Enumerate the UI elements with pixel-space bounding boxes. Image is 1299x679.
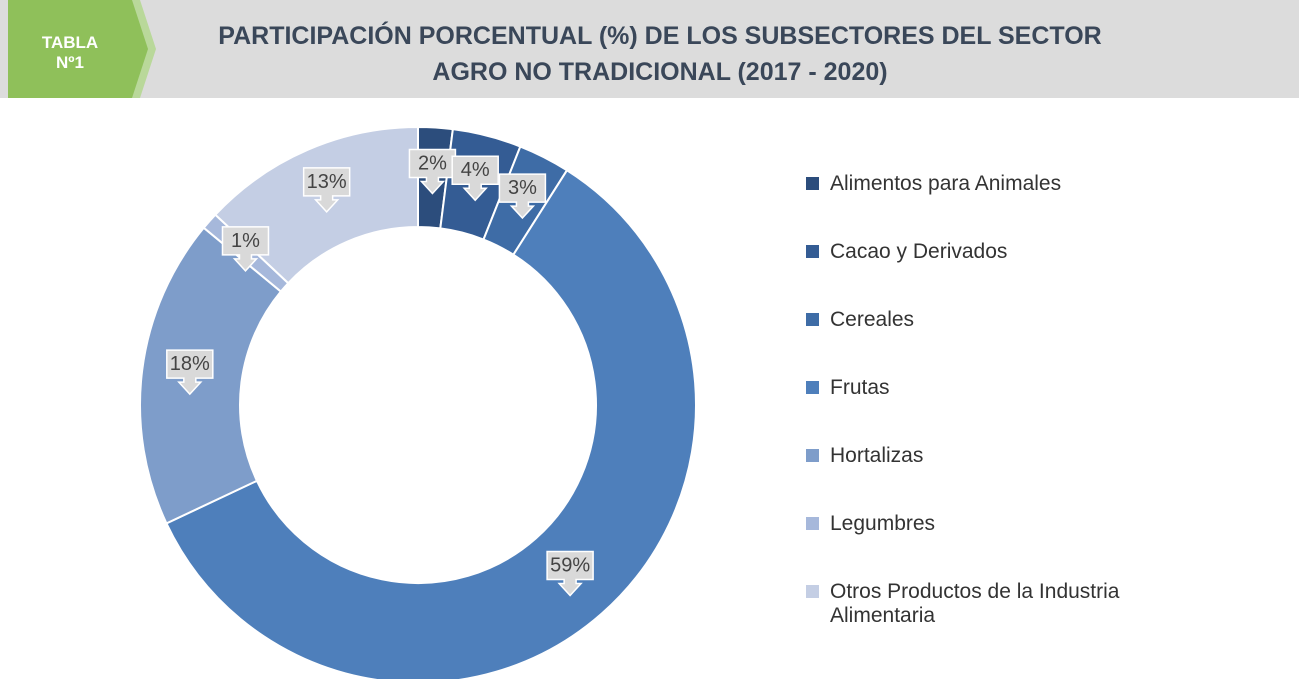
legend-item: Alimentos para Animales bbox=[806, 172, 1226, 196]
callout bbox=[221, 226, 270, 273]
legend-swatch bbox=[806, 313, 819, 326]
legend-item: Otros Productos de la Industria Alimenta… bbox=[806, 580, 1226, 628]
legend-label: Legumbres bbox=[830, 512, 936, 535]
legend-swatch bbox=[806, 245, 819, 258]
callout bbox=[451, 155, 499, 202]
legend-swatch bbox=[806, 381, 819, 394]
data-label: 13% bbox=[307, 171, 347, 193]
data-label: 18% bbox=[170, 353, 210, 375]
legend-label: Otros Productos de la Industria Alimenta… bbox=[830, 580, 1120, 627]
legend-swatch bbox=[806, 177, 819, 190]
legend-label: Alimentos para Animales bbox=[830, 172, 1062, 195]
chart-title: AGRO NO TRADICIONAL (2017 - 2020) bbox=[432, 58, 887, 86]
callout bbox=[302, 167, 351, 214]
legend-item: Legumbres bbox=[806, 512, 1226, 536]
legend-label: Hortalizas bbox=[830, 444, 924, 467]
header-band bbox=[0, 0, 1299, 98]
callout bbox=[498, 173, 547, 220]
legend-swatch bbox=[806, 449, 819, 462]
legend-item: Hortalizas bbox=[806, 444, 1226, 468]
callout bbox=[546, 550, 594, 597]
legend-swatch bbox=[806, 585, 819, 598]
data-label: 3% bbox=[508, 177, 537, 199]
legend-label: Cereales bbox=[830, 308, 915, 331]
tag-line: Nº1 bbox=[56, 53, 84, 72]
data-label: 2% bbox=[418, 152, 447, 174]
legend-item: Frutas bbox=[806, 376, 1226, 400]
data-label: 4% bbox=[461, 159, 490, 181]
legend-swatch bbox=[806, 517, 819, 530]
legend-item: Cacao y Derivados bbox=[806, 240, 1226, 264]
chart-title: PARTICIPACIÓN PORCENTUAL (%) DE LOS SUBS… bbox=[218, 20, 1101, 50]
data-label: 59% bbox=[550, 555, 590, 577]
tag bbox=[8, 0, 148, 98]
data-label: 1% bbox=[231, 230, 260, 252]
callout bbox=[166, 349, 214, 396]
legend-label: Cacao y Derivados bbox=[830, 240, 1008, 263]
legend-label: Frutas bbox=[830, 376, 890, 399]
legend-item: Cereales bbox=[806, 308, 1226, 332]
tag-line: TABLA bbox=[42, 33, 98, 52]
